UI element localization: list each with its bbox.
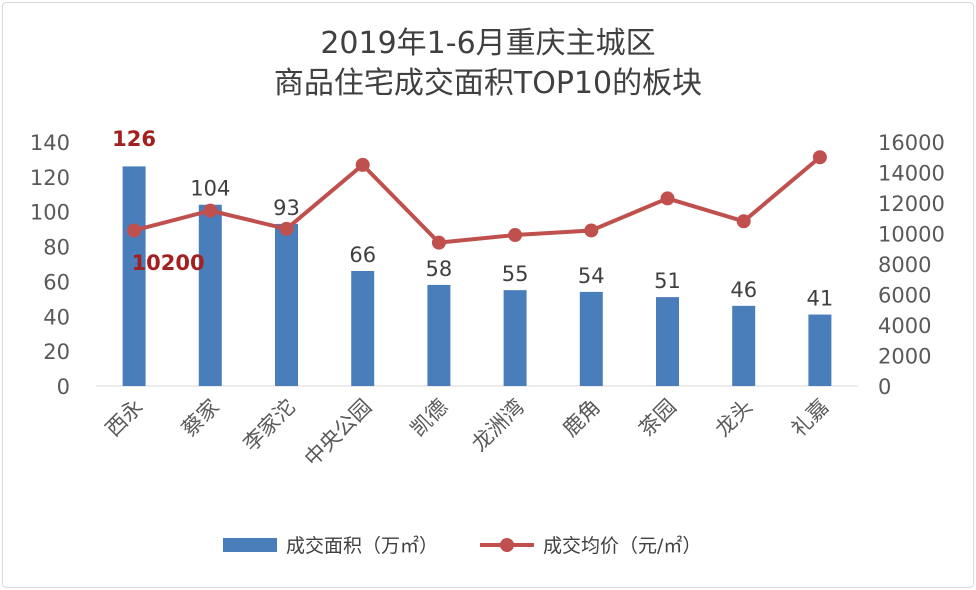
price-marker	[279, 221, 294, 236]
first-bar-annotation: 126	[112, 127, 156, 151]
category-label: 西永	[101, 395, 148, 442]
category-label: 凯德	[406, 395, 453, 442]
category-label: 蔡家	[177, 395, 224, 442]
left-axis-tick: 140	[30, 131, 70, 155]
first-line-annotation: 10200	[132, 251, 205, 275]
price-marker	[203, 203, 218, 218]
category-label: 龙洲湾	[467, 395, 529, 457]
right-axis-tick: 10000	[878, 223, 945, 247]
bar	[503, 290, 527, 386]
chart-subtitle: 商品住宅成交面积TOP10的板块	[273, 66, 703, 101]
right-axis-tick: 16000	[878, 131, 945, 155]
category-label: 茶园	[634, 395, 681, 442]
left-axis-tick: 60	[43, 270, 70, 294]
bar-data-label: 58	[426, 257, 453, 281]
bar-data-label: 46	[730, 278, 757, 302]
bar	[579, 291, 603, 386]
price-line	[132, 155, 822, 245]
left-axis-tick: 80	[43, 236, 70, 260]
bar-data-label: 41	[807, 287, 834, 311]
left-axis-tick: 100	[30, 201, 70, 225]
bar	[808, 314, 832, 386]
category-label: 鹿角	[558, 395, 605, 442]
bar	[732, 305, 756, 386]
bar	[198, 204, 222, 386]
price-marker	[736, 214, 751, 229]
price-marker	[508, 228, 523, 243]
bar-data-label: 54	[578, 264, 605, 288]
category-label: 礼嘉	[787, 395, 834, 442]
bar	[427, 284, 451, 386]
right-axis-tick: 8000	[878, 253, 931, 277]
bar-data-label: 66	[349, 243, 376, 267]
right-axis-tick: 2000	[878, 345, 931, 369]
legend-line-label: 成交均价（元/㎡）	[543, 534, 701, 557]
bar-data-label: 55	[502, 262, 529, 286]
left-axis-tick: 40	[43, 305, 70, 329]
price-marker	[127, 223, 142, 238]
bar-data-label: 93	[273, 196, 300, 220]
right-axis-tick: 4000	[878, 314, 931, 338]
price-marker	[431, 235, 446, 250]
bar	[656, 297, 679, 386]
legend-bar-swatch	[223, 538, 277, 552]
legend-line-marker	[500, 538, 514, 552]
bar	[351, 270, 375, 386]
right-axis-tick: 12000	[878, 192, 945, 216]
bar	[275, 223, 298, 386]
category-label: 龙头	[711, 395, 758, 442]
right-axis-tick: 14000	[878, 162, 945, 186]
bar-data-label: 104	[190, 177, 230, 201]
right-axis-tick: 6000	[878, 284, 931, 308]
left-axis-tick: 0	[57, 375, 70, 399]
left-axis-tick: 20	[43, 340, 70, 364]
left-axis-tick: 120	[30, 166, 70, 190]
legend-bar-label: 成交面积（万㎡）	[286, 534, 438, 557]
right-axis-tick: 0	[878, 375, 891, 399]
chart-title: 2019年1-6月重庆主城区	[320, 26, 656, 61]
price-marker	[660, 191, 675, 206]
price-marker	[355, 157, 370, 172]
bar	[122, 166, 146, 386]
category-label: 中央公园	[300, 395, 376, 471]
bar-data-label: 51	[654, 269, 681, 293]
price-marker	[584, 223, 599, 238]
price-marker	[812, 150, 827, 165]
category-label: 李家沱	[239, 395, 301, 457]
